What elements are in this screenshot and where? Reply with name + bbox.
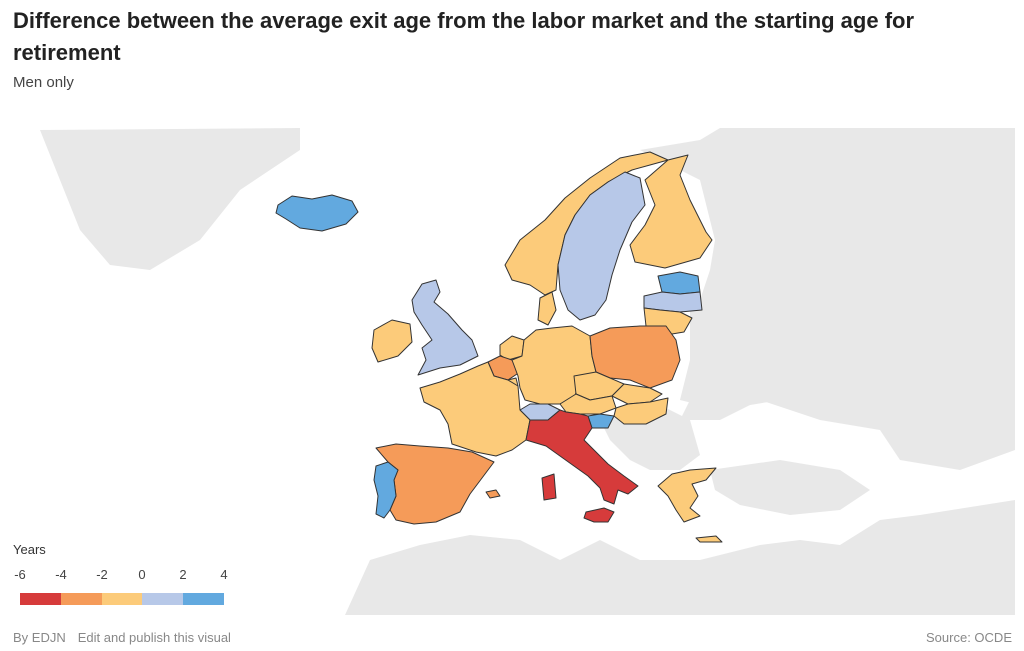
legend-color-bar <box>20 593 224 605</box>
color-legend: Years -6 -4 -2 0 2 4 <box>13 542 253 605</box>
edit-publish-link[interactable]: Edit and publish this visual <box>77 630 231 645</box>
africa-land <box>345 500 1015 615</box>
country-estonia <box>657 271 701 295</box>
country-sweden <box>557 171 646 321</box>
legend-tick: -2 <box>96 567 108 582</box>
country-united-kingdom <box>411 279 479 376</box>
country-greece <box>657 467 717 523</box>
legend-tick: 0 <box>138 567 146 582</box>
country-spain-islands <box>485 489 501 499</box>
country-iceland <box>275 194 359 232</box>
greenland-land <box>40 128 300 270</box>
country-ireland <box>371 319 413 363</box>
legend-swatch <box>20 593 61 605</box>
legend-swatch <box>60 593 102 605</box>
footer-credit: By EDJN Edit and publish this visual <box>13 630 231 645</box>
country-italy-sardinia <box>541 473 557 501</box>
legend-tick: 2 <box>179 567 187 582</box>
legend-swatch <box>183 593 224 605</box>
country-finland <box>629 154 713 269</box>
legend-ticks: -6 -4 -2 0 2 4 <box>13 567 253 587</box>
country-denmark <box>537 291 557 326</box>
europe-map <box>40 128 1015 615</box>
country-portugal <box>373 461 399 519</box>
country-greece-crete <box>695 535 723 543</box>
legend-swatch <box>142 593 184 605</box>
country-italy-sicily <box>583 507 615 523</box>
chart-title: Difference between the average exit age … <box>13 8 915 65</box>
legend-tick: 4 <box>220 567 228 582</box>
legend-tick: -6 <box>14 567 26 582</box>
legend-title: Years <box>13 542 46 557</box>
source-credit: Source: OCDE <box>926 630 1012 645</box>
legend-swatch <box>101 593 143 605</box>
byline: By EDJN <box>13 630 66 645</box>
chart-subtitle: Men only <box>13 74 74 91</box>
legend-tick: -4 <box>55 567 67 582</box>
country-hungary <box>613 397 669 425</box>
country-italy <box>525 409 639 505</box>
belarus-ukraine-land <box>680 300 790 410</box>
arctic-islands-land <box>780 128 860 150</box>
turkey-land <box>710 460 870 515</box>
